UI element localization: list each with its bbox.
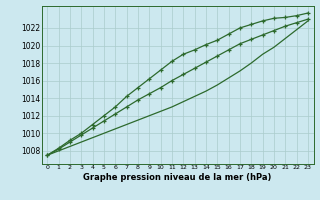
X-axis label: Graphe pression niveau de la mer (hPa): Graphe pression niveau de la mer (hPa) <box>84 173 272 182</box>
